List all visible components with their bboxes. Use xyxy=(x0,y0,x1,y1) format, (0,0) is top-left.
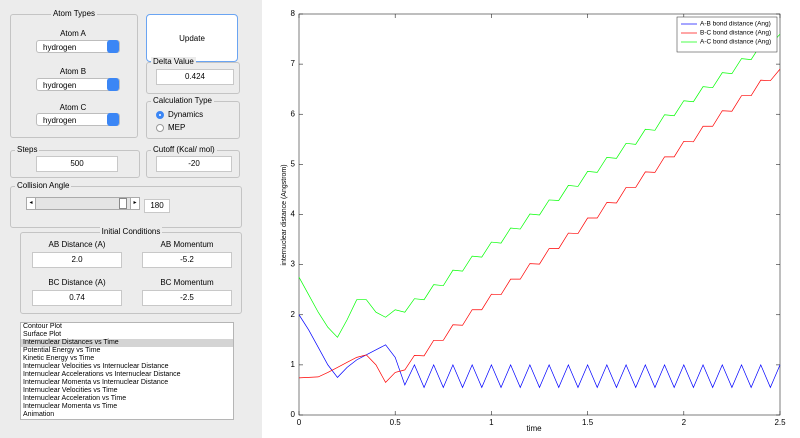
list-item[interactable]: Contour Plot xyxy=(23,323,62,330)
list-item[interactable]: Surface Plot xyxy=(23,331,62,338)
series-line xyxy=(298,314,781,389)
legend-label: B-C bond distance (Ang) xyxy=(700,30,771,37)
group-title: Steps xyxy=(15,145,40,154)
dropdown-value: hydrogen xyxy=(43,43,77,52)
radio-dot xyxy=(156,123,164,132)
chart: time internuclear distance (Angstrom) 0 1… xyxy=(281,9,786,433)
y-tick-label: 7 xyxy=(291,59,296,68)
y-tick-label: 6 xyxy=(291,109,296,118)
dropdown-value: hydrogen xyxy=(43,116,77,125)
atom-dropdown[interactable]: hydrogen xyxy=(36,40,120,53)
radio-dot xyxy=(156,110,164,119)
y-tick-label: 0 xyxy=(291,410,296,419)
atom-dropdown[interactable]: hydrogen xyxy=(36,113,120,126)
x-tick-label: 1.5 xyxy=(582,418,594,427)
list-item[interactable]: Kinetic Energy vs Time xyxy=(23,355,95,362)
x-tick-label: 0.5 xyxy=(390,418,402,427)
list-item[interactable]: Internuclear Momenta vs Time xyxy=(23,403,118,410)
atom-types-group: Atom Types xyxy=(10,9,138,138)
atom-label: Atom A xyxy=(60,29,86,38)
list-item[interactable]: Internuclear Acceleration vs Time xyxy=(23,395,127,402)
y-tick-label: 2 xyxy=(291,310,296,319)
cutoff-input[interactable]: -20 xyxy=(156,156,232,172)
field-label: AB Momentum xyxy=(160,240,214,249)
atom-label: Atom B xyxy=(59,67,87,76)
dropdown-value: hydrogen xyxy=(43,81,77,90)
y-tick-label: 3 xyxy=(291,260,296,269)
y-tick-label: 8 xyxy=(291,9,296,18)
steps-input[interactable]: 500 xyxy=(36,156,118,172)
group-title: Initial Conditions xyxy=(99,227,163,236)
list-item[interactable]: Internuclear Momenta vs Internuclear Dis… xyxy=(23,379,169,386)
calc-type-group: Calculation Type xyxy=(146,96,240,139)
field-input[interactable]: -2.5 xyxy=(142,290,232,306)
legend-box xyxy=(676,16,778,53)
field-label: AB Distance (A) xyxy=(48,240,106,249)
list-item[interactable]: Internuclear Velocities vs Time xyxy=(23,387,118,394)
atom-label: Atom C xyxy=(59,103,87,112)
radio-label: MEP xyxy=(168,123,186,132)
y-tick-label: 1 xyxy=(291,360,296,369)
field-label: BC Distance (A) xyxy=(48,278,106,287)
list-item[interactable]: Internuclear Distances vs Time xyxy=(21,339,233,347)
x-tick-label: 1 xyxy=(489,418,494,427)
field-input[interactable]: -5.2 xyxy=(142,252,232,268)
radio-option[interactable]: Dynamics xyxy=(156,110,203,119)
y-axis-label: internuclear distance (Angstrom) xyxy=(281,164,288,265)
control-panel: Atom Types Atom A hydrogen Atom B hydrog… xyxy=(0,0,262,438)
angle-value: 180 xyxy=(144,199,170,213)
field-label: BC Momentum xyxy=(160,278,214,287)
y-tick-label: 4 xyxy=(291,210,296,219)
list-item[interactable]: Internuclear Velocities vs Internuclear … xyxy=(23,363,169,370)
radio-label: Dynamics xyxy=(168,110,204,119)
delta-group: Delta Value xyxy=(146,57,240,94)
list-item[interactable]: Animation xyxy=(23,411,55,418)
plot-listbox[interactable]: Contour Plot Surface Plot Internuclear Dis… xyxy=(20,322,234,420)
update-button[interactable]: Update xyxy=(146,14,238,62)
field-input[interactable]: 0.74 xyxy=(32,290,122,306)
legend-label: A-B bond distance (Ang) xyxy=(700,21,771,28)
list-item[interactable]: Internuclear Accelerations vs Internucle… xyxy=(23,371,181,378)
legend-label: A-C bond distance (Ang) xyxy=(700,39,771,46)
group-title: Calculation Type xyxy=(151,96,214,105)
list-item[interactable]: Potential Energy vs Time xyxy=(23,347,101,354)
group-title: Delta Value xyxy=(151,57,196,66)
delta-input[interactable]: 0.424 xyxy=(156,69,234,85)
y-tick-label: 5 xyxy=(291,159,296,168)
steps-group: Steps xyxy=(10,145,140,178)
group-title: Atom Types xyxy=(50,9,98,18)
field-input[interactable]: 2.0 xyxy=(32,252,122,268)
x-tick-label: 2 xyxy=(682,418,687,427)
series-line xyxy=(298,68,781,384)
group-title: Cutoff (Kcal/ mol) xyxy=(151,145,217,154)
atom-dropdown[interactable]: hydrogen xyxy=(36,78,120,91)
x-axis-label: time xyxy=(526,424,542,433)
angle-slider[interactable]: ◂ ▸ xyxy=(26,197,140,210)
x-tick-label: 0 xyxy=(297,418,302,427)
x-tick-label: 2.5 xyxy=(774,418,786,427)
radio-option[interactable]: MEP xyxy=(156,123,185,132)
group-title: Collision Angle xyxy=(15,181,72,190)
cutoff-group: Cutoff (Kcal/ mol) xyxy=(146,145,240,178)
initial-conditions-group: Initial Conditions xyxy=(20,227,242,314)
series-line xyxy=(298,33,781,338)
